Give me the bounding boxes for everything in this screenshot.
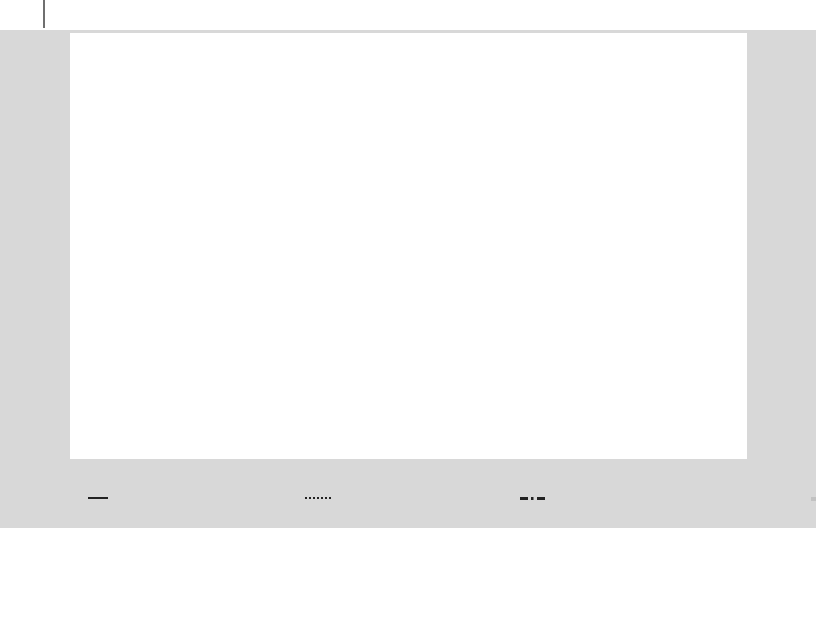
legend-item-efficiency bbox=[520, 497, 556, 500]
edge-artifact bbox=[811, 497, 816, 501]
dotted-line-icon bbox=[305, 497, 331, 499]
chart-plot-background bbox=[70, 33, 747, 459]
solid-line-icon bbox=[88, 497, 108, 499]
legend-item-current bbox=[305, 497, 339, 499]
dashdot-line-icon bbox=[520, 497, 548, 500]
page-edge-line bbox=[43, 0, 45, 28]
continuous-operation-label bbox=[116, 362, 242, 391]
legend-item-speed bbox=[88, 497, 116, 499]
